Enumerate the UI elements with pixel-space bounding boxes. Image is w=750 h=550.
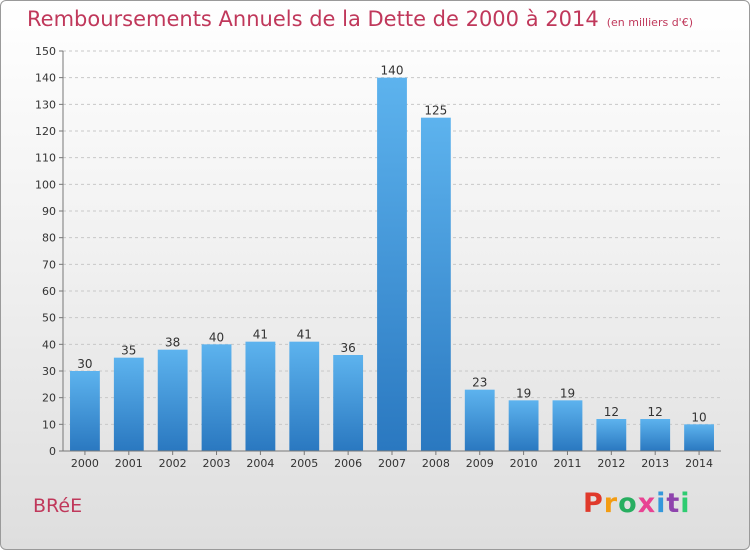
bar	[333, 355, 364, 451]
x-tick-label: 2004	[246, 457, 274, 470]
bar-value-label: 41	[253, 328, 268, 342]
bar-value-label: 19	[516, 386, 531, 400]
brand-letter: t	[666, 488, 681, 519]
x-tick-label: 2003	[203, 457, 231, 470]
commune-name: BRéE	[33, 495, 83, 517]
bar	[420, 117, 451, 452]
bar	[684, 424, 714, 451]
chart-title: Remboursements Annuels de la Dette de 20…	[27, 7, 599, 31]
x-tick-label: 2002	[159, 457, 187, 470]
chart-unit-label: (en milliers d'€)	[606, 16, 693, 29]
bar	[289, 341, 320, 451]
bar	[245, 341, 276, 451]
y-tick-label: 80	[42, 232, 56, 245]
x-tick-label: 2007	[378, 457, 406, 470]
bar	[377, 77, 407, 452]
y-tick-label: 70	[42, 258, 56, 271]
bar	[70, 371, 100, 451]
y-tick-label: 30	[42, 365, 56, 378]
bar	[552, 400, 583, 451]
y-tick-label: 120	[35, 125, 56, 138]
bar-value-label: 30	[77, 357, 92, 371]
x-tick-label: 2008	[422, 457, 450, 470]
x-tick-label: 2010	[510, 457, 538, 470]
bar-value-label: 36	[340, 341, 355, 355]
bar-value-label: 12	[648, 405, 663, 419]
bar-value-label: 10	[691, 410, 706, 424]
bar-value-label: 19	[560, 386, 575, 400]
bar	[596, 419, 627, 451]
bar-layer: 30 35 38 40 41 41 36 140 125 23 19 19 12 12 10	[70, 64, 714, 452]
y-tick-label: 0	[49, 445, 56, 458]
y-tick-label: 60	[42, 285, 56, 298]
bar	[464, 389, 495, 451]
bar	[113, 357, 144, 451]
y-tick-label: 110	[35, 152, 56, 165]
y-tick-label: 130	[35, 98, 56, 111]
brand-letter: r	[603, 488, 619, 519]
brand-letter: o	[618, 488, 638, 519]
brand-logo: Proxiti	[583, 488, 691, 519]
bar-value-label: 40	[209, 330, 224, 344]
bar-value-label: 125	[424, 104, 447, 118]
x-tick-label: 2013	[641, 457, 669, 470]
bar-value-label: 23	[472, 376, 487, 390]
brand-letter: P	[583, 488, 604, 519]
x-tick-label: 2006	[334, 457, 362, 470]
axis-layer: 0 10 20 30 40 50 60 70 80 90 100 110 120 130 140 150 200…	[35, 45, 721, 470]
y-tick-label: 100	[35, 178, 56, 191]
bar	[201, 344, 232, 451]
title-row: Remboursements Annuels de la Dette de 20…	[27, 7, 693, 31]
bar	[508, 400, 539, 451]
y-tick-label: 140	[35, 72, 56, 85]
bar-value-label: 38	[165, 336, 180, 350]
x-tick-label: 2005	[290, 457, 318, 470]
y-tick-label: 150	[35, 45, 56, 58]
x-tick-label: 2000	[71, 457, 99, 470]
x-tick-label: 2014	[685, 457, 713, 470]
x-tick-label: 2009	[466, 457, 494, 470]
bar-value-label: 140	[381, 64, 404, 78]
bar	[157, 349, 188, 451]
x-tick-label: 2001	[115, 457, 143, 470]
y-tick-label: 40	[42, 338, 56, 351]
x-tick-label: 2011	[553, 457, 581, 470]
y-tick-label: 50	[42, 312, 56, 325]
brand-letter: i	[680, 488, 691, 519]
bar-value-label: 41	[297, 328, 312, 342]
bar-value-label: 12	[604, 405, 619, 419]
y-tick-label: 20	[42, 392, 56, 405]
bar-value-label: 35	[121, 344, 136, 358]
y-tick-label: 10	[42, 418, 56, 431]
bar	[640, 419, 671, 451]
brand-letter: i	[656, 488, 667, 519]
y-tick-label: 90	[42, 205, 56, 218]
x-tick-label: 2012	[597, 457, 625, 470]
brand-letter: x	[637, 488, 657, 519]
